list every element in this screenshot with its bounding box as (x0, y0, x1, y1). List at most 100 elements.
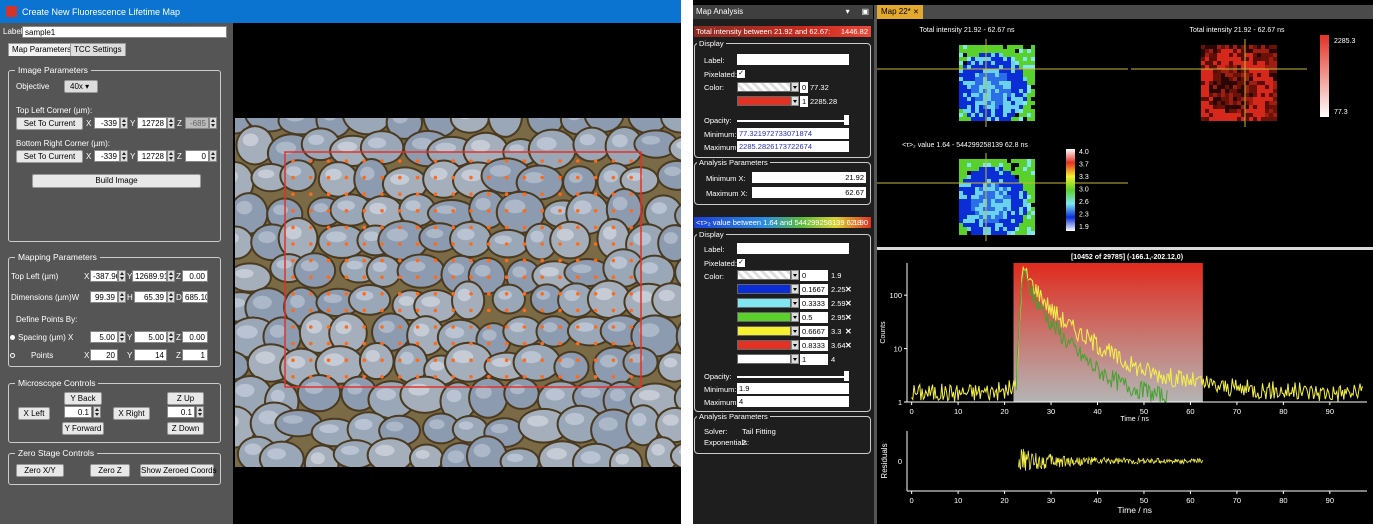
x-right-button[interactable]: X Right (113, 407, 150, 420)
stop-position[interactable]: 0.1667 (800, 284, 828, 295)
minimum-x-input[interactable]: 21.92 (752, 172, 866, 183)
remove-stop-icon[interactable]: ✕ (845, 341, 852, 350)
br-z-stepper[interactable] (209, 150, 217, 162)
exponentials-value[interactable]: 2 (742, 438, 746, 447)
dims-w-stepper[interactable] (118, 291, 126, 303)
stop-position[interactable]: 1 (800, 354, 828, 365)
spacing-y-input[interactable]: 5.00 (134, 331, 167, 343)
z-step-input[interactable]: 0.1 (167, 406, 195, 418)
remove-stop-icon[interactable]: ✕ (845, 313, 852, 322)
spacing-z-input[interactable]: 0.00 (182, 331, 208, 343)
xy-step-input[interactable]: 0.1 (64, 406, 92, 418)
opacity-slider-thumb[interactable] (844, 371, 849, 381)
tl-x-stepper[interactable] (120, 117, 128, 129)
color-swatch[interactable] (737, 270, 791, 280)
color-swatch[interactable] (737, 326, 791, 336)
minimum-input-2[interactable]: 1.9 (737, 383, 849, 394)
spacing-x-input[interactable]: 5.00 (90, 331, 118, 343)
stop-position[interactable]: 0 (800, 270, 828, 281)
stop-position[interactable]: 0.3333 (800, 298, 828, 309)
stop-position[interactable]: 0.5 (800, 312, 828, 323)
pixelated-checkbox-2[interactable] (737, 259, 745, 267)
color-dropdown[interactable] (791, 340, 799, 350)
spacing-y-stepper[interactable] (167, 331, 175, 343)
maximum-input-2[interactable]: 4 (737, 396, 849, 407)
spacing-x-stepper[interactable] (118, 331, 126, 343)
dims-h-input[interactable]: 65.39 (134, 291, 167, 303)
minimum-input-1[interactable]: 77.321972733071874 (737, 128, 849, 139)
remove-stop-icon[interactable]: ✕ (845, 299, 852, 308)
color-dropdown[interactable] (791, 96, 799, 106)
y-back-button[interactable]: Y Back (64, 392, 102, 405)
tab-map-parameters[interactable]: Map Parameters (8, 43, 75, 56)
color-dropdown[interactable] (791, 270, 799, 280)
tab-map-22[interactable]: Map 22* ✕ (877, 5, 923, 19)
br-x-input[interactable]: -339 (94, 150, 120, 162)
tl-z-input[interactable]: -685 (185, 117, 209, 129)
tab-tcc-settings[interactable]: TCC Settings (70, 43, 126, 56)
tl-z-stepper[interactable] (209, 117, 217, 129)
opacity-slider[interactable] (737, 120, 849, 122)
spacing-radio[interactable] (10, 335, 15, 340)
maximum-input-1[interactable]: 2285.2826173722674 (737, 141, 849, 152)
color-dropdown[interactable] (791, 326, 799, 336)
br-y-input[interactable]: 12728 (137, 150, 167, 162)
label-input-2[interactable] (737, 243, 849, 254)
color-swatch[interactable] (737, 96, 791, 106)
color-swatch[interactable] (737, 284, 791, 294)
z-step-stepper[interactable] (196, 406, 204, 418)
br-z-input[interactable]: 0 (185, 150, 209, 162)
dims-w-input[interactable]: 99.39 (90, 291, 118, 303)
points-x-input[interactable]: 20 (90, 349, 118, 361)
map-tl-x-stepper[interactable] (118, 270, 126, 282)
map-tl-z-input[interactable]: 0.00 (182, 270, 208, 282)
color-swatch[interactable] (737, 312, 791, 322)
tl-x-input[interactable]: -339 (94, 117, 120, 129)
x-left-button[interactable]: X Left (18, 407, 50, 420)
color-swatch[interactable] (737, 340, 791, 350)
zero-z-button[interactable]: Zero Z (90, 464, 130, 477)
stop-position[interactable]: 0.6667 (800, 326, 828, 337)
map-tl-y-stepper[interactable] (167, 270, 175, 282)
tl-y-input[interactable]: 12728 (137, 117, 167, 129)
xy-step-stepper[interactable] (93, 406, 101, 418)
color-dropdown[interactable] (791, 284, 799, 294)
solver-value[interactable]: Tail Fitting (742, 427, 776, 436)
points-y-input[interactable]: 14 (134, 349, 167, 361)
points-radio[interactable] (10, 353, 15, 358)
color-dropdown[interactable] (791, 354, 799, 364)
z-up-button[interactable]: Z Up (167, 392, 204, 405)
stop-position[interactable]: 0 (800, 82, 808, 93)
remove-stop-icon[interactable]: ✕ (845, 327, 852, 336)
stop-position[interactable]: 1 (800, 96, 808, 107)
dims-d-input[interactable]: 685.10 (182, 291, 208, 303)
points-z-input[interactable]: 1 (182, 349, 208, 361)
zero-xy-button[interactable]: Zero X/Y (16, 464, 64, 477)
color-dropdown[interactable] (791, 312, 799, 322)
label-input-1[interactable] (737, 54, 849, 65)
color-swatch[interactable] (737, 82, 791, 92)
remove-stop-icon[interactable]: ✕ (845, 285, 852, 294)
stop-position[interactable]: 0.8333 (800, 340, 828, 351)
build-image-button[interactable]: Build Image (32, 174, 201, 188)
y-forward-button[interactable]: Y Forward (62, 422, 104, 435)
maximum-x-input[interactable]: 62.67 (752, 187, 866, 198)
z-down-button[interactable]: Z Down (167, 422, 204, 435)
show-zeroed-coords-button[interactable]: Show Zeroed Coords (140, 464, 214, 477)
color-swatch[interactable] (737, 354, 791, 364)
label-input[interactable]: sample1 (22, 26, 227, 38)
objective-select[interactable]: 40x ▾ (64, 80, 98, 93)
br-x-stepper[interactable] (120, 150, 128, 162)
dims-h-stepper[interactable] (167, 291, 175, 303)
opacity-slider[interactable] (737, 376, 849, 378)
color-dropdown[interactable] (791, 298, 799, 308)
color-dropdown[interactable] (791, 82, 799, 92)
microscope-image[interactable] (235, 118, 681, 467)
color-swatch[interactable] (737, 298, 791, 308)
opacity-slider-thumb[interactable] (844, 115, 849, 125)
map-tl-x-input[interactable]: -387.96 (90, 270, 118, 282)
close-icon[interactable]: ✕ (913, 9, 919, 16)
br-y-stepper[interactable] (167, 150, 175, 162)
set-to-current-tl-button[interactable]: Set To Current (16, 117, 83, 130)
panel-menu-icon[interactable]: ▾ ▣ (846, 5, 869, 19)
